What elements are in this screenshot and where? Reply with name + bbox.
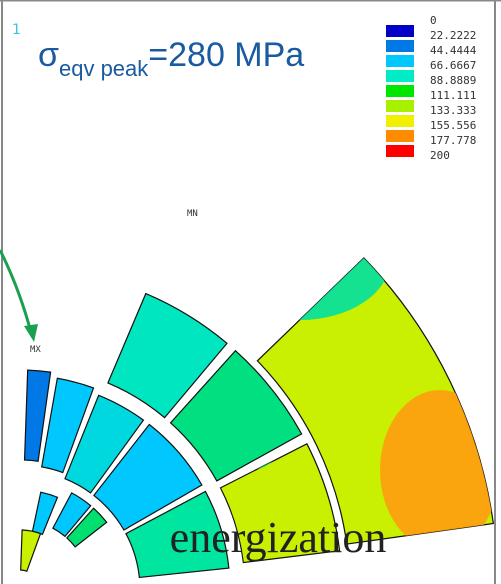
legend-swatch — [386, 70, 414, 82]
pointer-arrow — [0, 250, 38, 342]
legend-swatch — [386, 55, 414, 67]
contour-patch — [380, 390, 500, 550]
legend-swatch — [386, 25, 414, 37]
max-marker: MX — [30, 345, 41, 355]
legend-swatch — [386, 100, 414, 112]
value: =280 MPa — [148, 36, 304, 74]
caption: energization — [170, 513, 387, 562]
legend-label: 22.2222 — [430, 29, 476, 42]
min-marker: MN — [187, 209, 198, 219]
legend-label: 0 — [430, 14, 437, 27]
legend-label: 177.778 — [430, 134, 476, 147]
symbol: σ — [38, 36, 59, 74]
peak-stress-label: σeqv peak=280 MPa — [38, 36, 304, 81]
legend-swatch — [386, 40, 414, 52]
legend-label: 88.8889 — [430, 74, 476, 87]
legend-label: 200 — [430, 149, 450, 162]
legend-label: 66.6667 — [430, 59, 476, 72]
contour-patch — [230, 180, 310, 240]
legend-label: 44.4444 — [430, 44, 477, 57]
plot-number: 1 — [12, 22, 21, 38]
contour-group — [230, 180, 310, 240]
contour-patch — [165, 190, 185, 230]
figure: 1 σeqv peak=280 MPa MN MX 0 22.2222 44.444… — [0, 0, 501, 584]
contour-group — [165, 190, 185, 230]
legend: 0 22.2222 44.4444 66.6667 88.8889 111.111 133.… — [386, 14, 477, 162]
legend-swatch — [386, 130, 414, 142]
legend-swatch — [386, 115, 414, 127]
subscript: eqv peak — [59, 56, 149, 81]
coil-block — [21, 530, 41, 571]
legend-swatch — [386, 145, 414, 157]
legend-label: 111.111 — [430, 89, 476, 102]
legend-swatch — [386, 85, 414, 97]
contour-patch — [210, 200, 390, 320]
legend-label: 155.556 — [430, 119, 476, 132]
legend-label: 133.333 — [430, 104, 476, 117]
